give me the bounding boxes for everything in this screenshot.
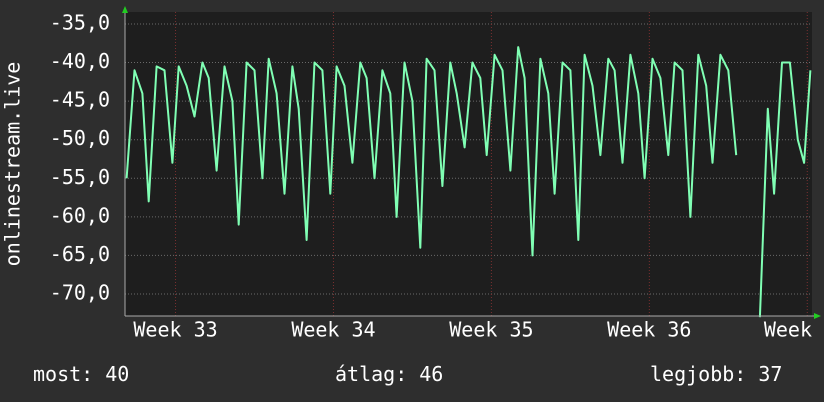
- stat-label: legjobb:: [650, 362, 746, 386]
- y-tick-label: -50,0: [50, 126, 110, 150]
- axis-arrow: [122, 6, 128, 13]
- stat-label: most:: [33, 362, 93, 386]
- y-tick-label: -65,0: [50, 242, 110, 266]
- x-tick-label: Week 33: [133, 318, 217, 342]
- data-line: [125, 46, 812, 318]
- stat-label: átlag:: [335, 362, 407, 386]
- stat-value: 40: [105, 362, 129, 386]
- plot-area: [125, 12, 812, 316]
- stat-value: 46: [419, 362, 443, 386]
- y-axis-label: onlinestream.live: [1, 62, 25, 267]
- x-tick-label: Week 34: [291, 318, 375, 342]
- y-tick-label: -60,0: [50, 203, 110, 227]
- x-tick-label: Week 36: [607, 318, 691, 342]
- stat: átlag: 46: [335, 362, 443, 386]
- y-tick-label: -45,0: [50, 88, 110, 112]
- stat: most: 40: [33, 362, 129, 386]
- x-tick-label: Week 35: [449, 318, 533, 342]
- y-tick-label: -55,0: [50, 165, 110, 189]
- axis-arrow: [814, 313, 821, 319]
- y-tick-label: -35,0: [50, 10, 110, 34]
- y-tick-label: -70,0: [50, 281, 110, 305]
- stat: legjobb: 37: [650, 362, 782, 386]
- stat-value: 37: [758, 362, 782, 386]
- y-tick-label: -40,0: [50, 49, 110, 73]
- x-tick-label: Week: [764, 318, 812, 342]
